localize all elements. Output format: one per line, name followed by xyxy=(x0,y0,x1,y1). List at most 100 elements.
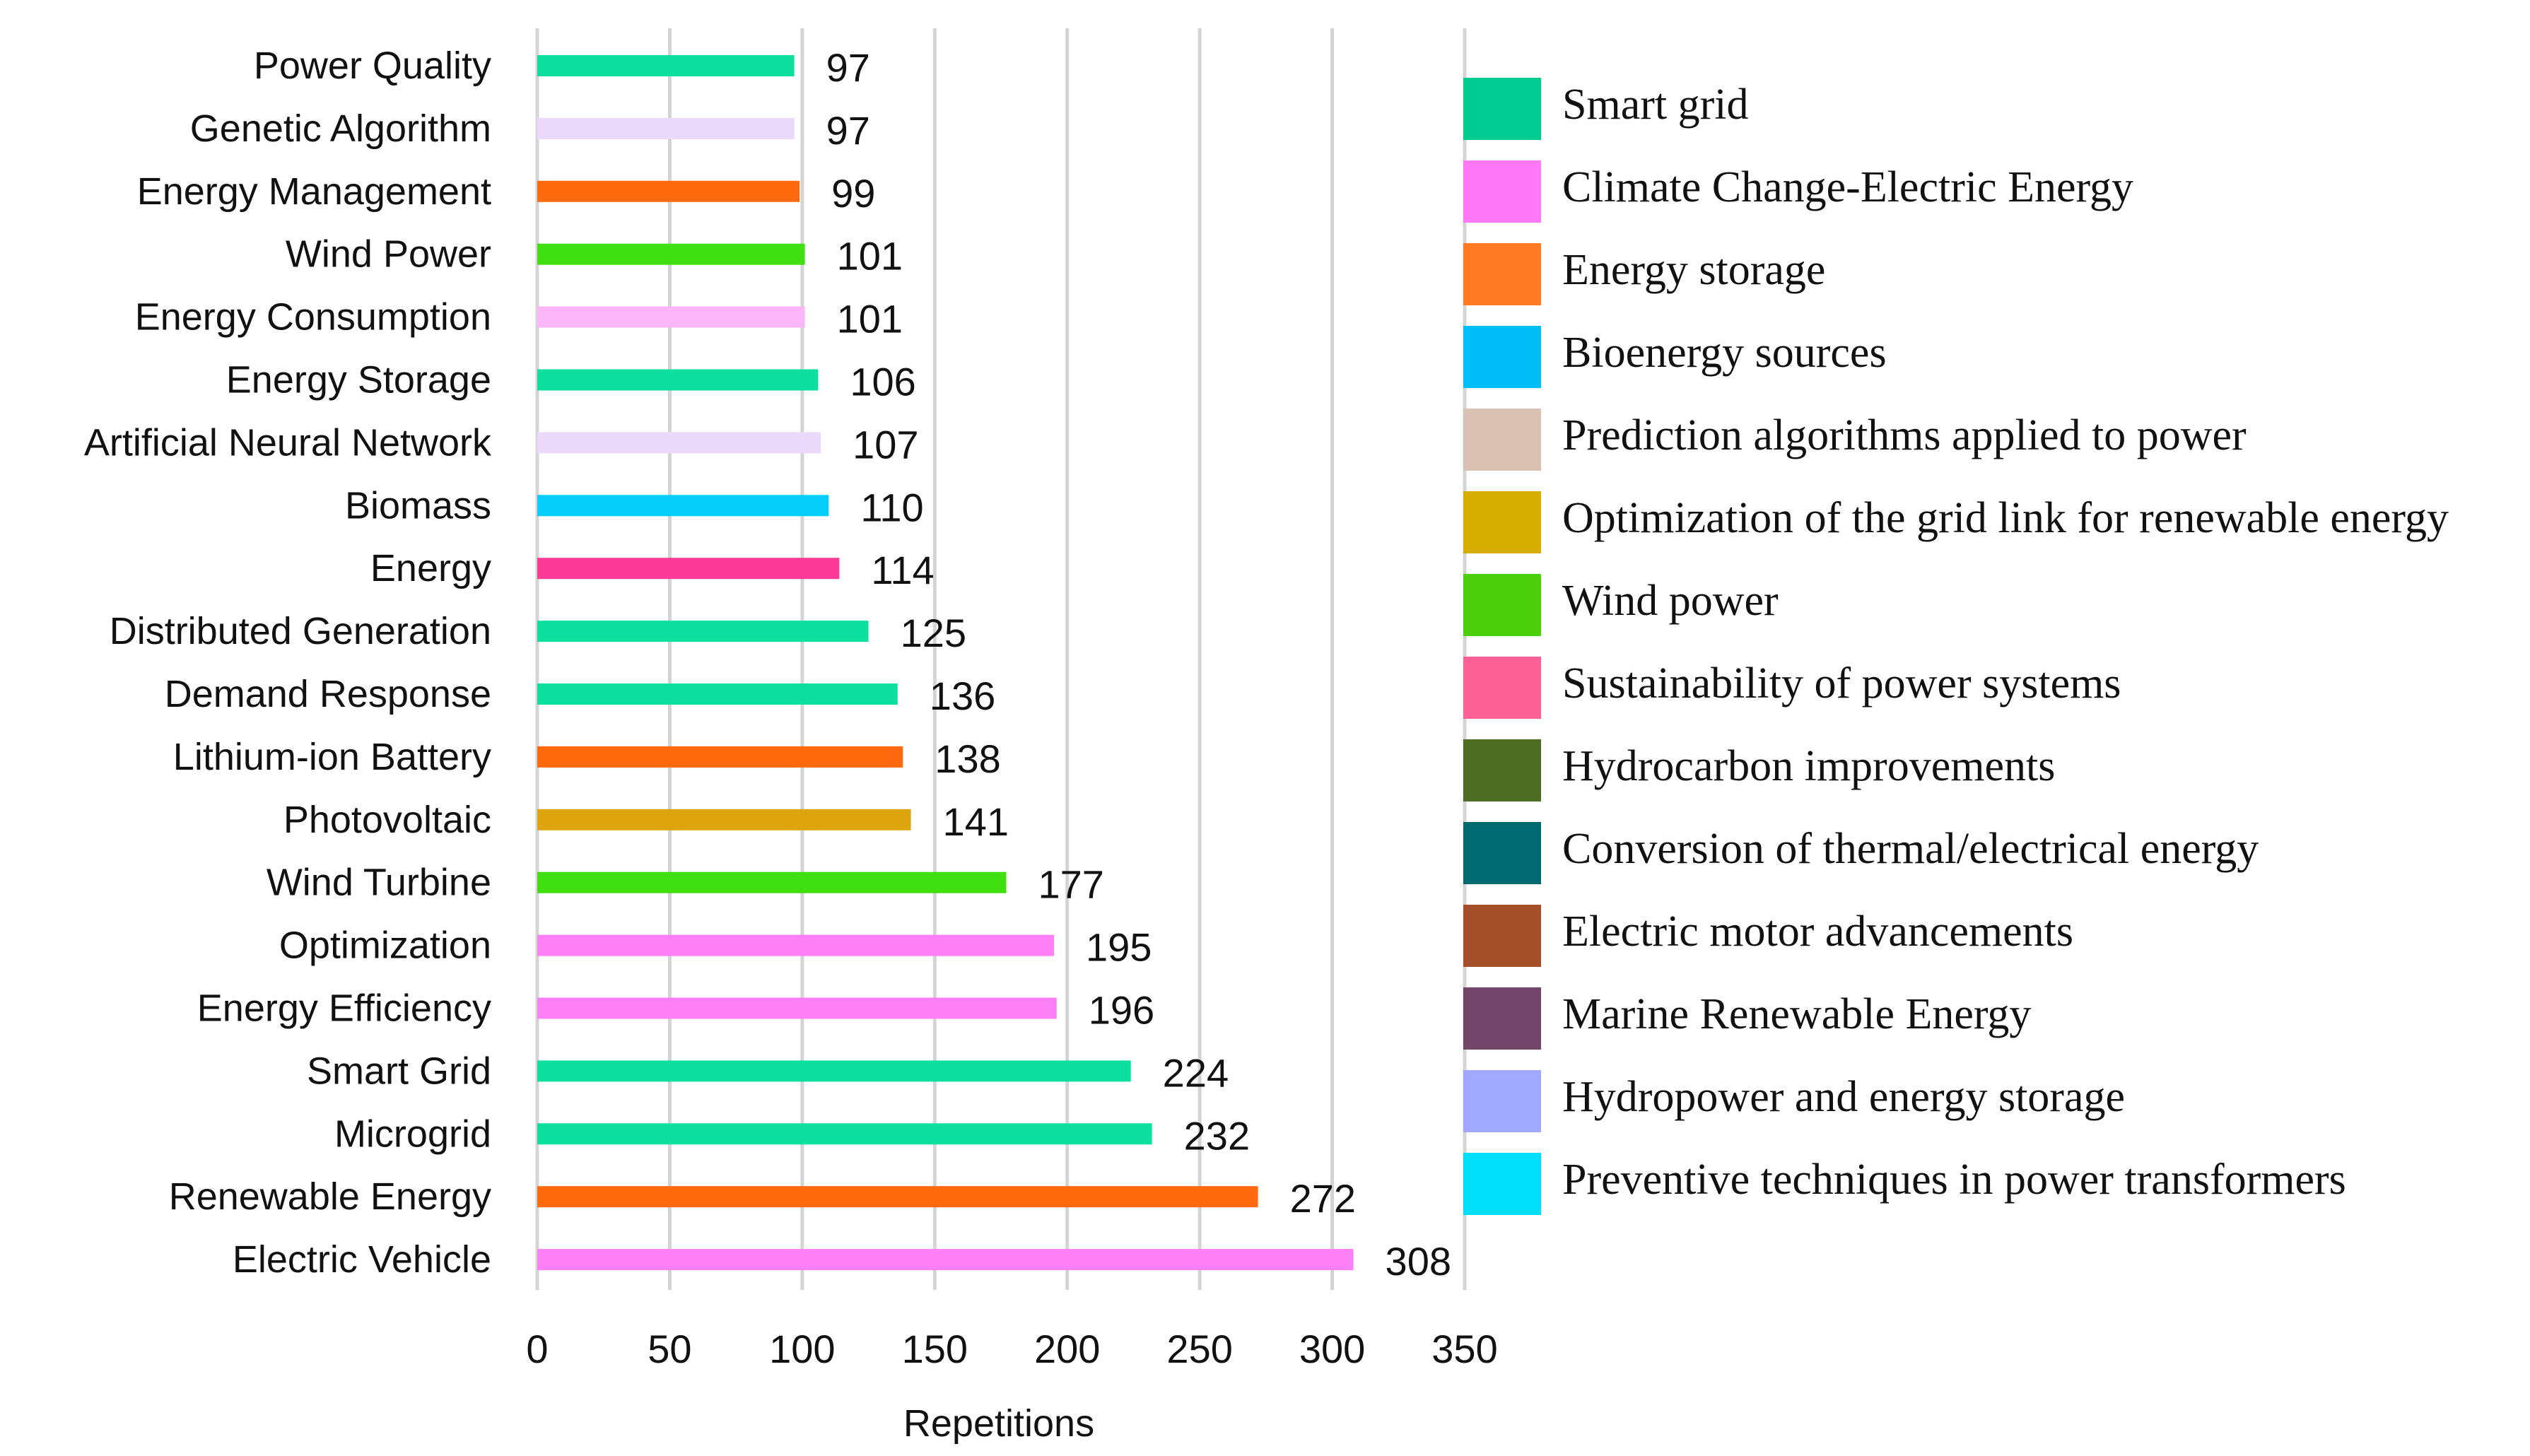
category-label: Biomass xyxy=(345,484,491,527)
legend-item: Smart grid xyxy=(1463,78,1748,140)
bar xyxy=(537,432,821,454)
gridlines xyxy=(535,28,1467,1290)
value-label: 177 xyxy=(1038,862,1103,907)
x-tick-label: 0 xyxy=(526,1327,548,1371)
legend-label: Energy storage xyxy=(1562,246,1825,294)
legend-label: Conversion of thermal/electrical energy xyxy=(1562,825,2259,873)
category-label: Energy Management xyxy=(137,170,491,213)
legend-swatch xyxy=(1463,409,1541,471)
legend-item: Prediction algorithms applied to power xyxy=(1463,409,2247,471)
value-label: 308 xyxy=(1386,1239,1451,1284)
legend-label: Smart grid xyxy=(1562,81,1748,129)
legend-item: Electric motor advancements xyxy=(1463,905,2073,967)
category-label: Demand Response xyxy=(165,673,491,715)
legend-swatch xyxy=(1463,1153,1541,1215)
legend-item: Climate Change-Electric Energy xyxy=(1463,160,2133,223)
value-label: 106 xyxy=(850,360,915,404)
value-label: 232 xyxy=(1184,1113,1250,1158)
legend-swatch xyxy=(1463,243,1541,305)
bars xyxy=(537,55,1354,1271)
bar xyxy=(537,621,869,642)
legend-item: Bioenergy sources xyxy=(1463,326,1887,388)
legend-swatch xyxy=(1463,1070,1541,1132)
value-label: 141 xyxy=(943,799,1009,844)
category-label: Electric Vehicle xyxy=(233,1238,491,1281)
category-label: Energy Consumption xyxy=(135,296,491,339)
legend-swatch xyxy=(1463,739,1541,802)
legend-swatch xyxy=(1463,822,1541,884)
bar xyxy=(537,369,819,391)
x-tick-label: 250 xyxy=(1166,1327,1232,1371)
category-label: Lithium-ion Battery xyxy=(173,736,491,778)
category-label: Wind Turbine xyxy=(267,862,491,904)
bar xyxy=(537,997,1057,1019)
bar xyxy=(537,683,898,705)
x-tick-label: 200 xyxy=(1034,1327,1100,1371)
category-label: Optimization xyxy=(279,924,491,967)
legend-swatch xyxy=(1463,491,1541,553)
bar xyxy=(537,495,829,517)
category-label: Microgrid xyxy=(334,1112,491,1155)
bar xyxy=(537,558,840,580)
bar xyxy=(537,1123,1152,1145)
legend-label: Prediction algorithms applied to power xyxy=(1562,411,2247,459)
value-label: 224 xyxy=(1163,1050,1229,1095)
legend-item: Hydropower and energy storage xyxy=(1463,1070,2125,1132)
value-label: 107 xyxy=(853,422,918,466)
bar xyxy=(537,934,1054,956)
category-label: Renewable Energy xyxy=(169,1175,491,1218)
x-axis-title: Repetitions xyxy=(903,1402,1094,1445)
legend-item: Conversion of thermal/electrical energy xyxy=(1463,822,2259,884)
legend-label: Hydropower and energy storage xyxy=(1562,1073,2125,1121)
bar xyxy=(537,871,1007,893)
category-label: Wind Power xyxy=(286,233,491,276)
legend-item: Marine Renewable Energy xyxy=(1463,987,2031,1050)
bar xyxy=(537,746,903,768)
bar xyxy=(537,55,795,76)
legend-label: Marine Renewable Energy xyxy=(1562,990,2031,1038)
category-label: Distributed Generation xyxy=(110,610,491,652)
bar xyxy=(537,1249,1354,1271)
legend-item: Sustainability of power systems xyxy=(1463,657,2121,719)
legend-item: Hydrocarbon improvements xyxy=(1463,739,2055,802)
value-label: 138 xyxy=(935,736,1000,781)
category-label: Power Quality xyxy=(254,45,491,87)
category-label: Smart Grid xyxy=(307,1050,491,1092)
category-label: Energy Efficiency xyxy=(197,987,491,1030)
legend-label: Electric motor advancements xyxy=(1562,908,2073,956)
value-label: 114 xyxy=(871,548,934,592)
legend-label: Optimization of the grid link for renewa… xyxy=(1562,494,2449,542)
bar xyxy=(537,809,911,830)
value-label: 272 xyxy=(1290,1176,1356,1221)
legend-item: Wind power xyxy=(1463,574,1779,636)
category-label: Energy xyxy=(370,547,491,589)
legend-label: Preventive techniques in power transform… xyxy=(1562,1156,2346,1204)
value-label: 97 xyxy=(826,108,870,153)
legend-swatch xyxy=(1463,78,1541,140)
bar xyxy=(537,1060,1131,1082)
legend: Smart grid Climate Change-Electric Energy… xyxy=(1463,78,2449,1215)
legend-label: Bioenergy sources xyxy=(1562,329,1887,377)
value-label: 101 xyxy=(837,297,903,341)
x-axis-ticks: 0 50 100 150 200 250 300 350 xyxy=(526,1327,1497,1371)
category-label: Photovoltaic xyxy=(283,799,491,841)
bar xyxy=(537,306,805,328)
value-label: 136 xyxy=(930,674,995,718)
bar xyxy=(537,243,805,265)
legend-swatch xyxy=(1463,574,1541,636)
legend-item: Preventive techniques in power transform… xyxy=(1463,1153,2346,1215)
legend-label: Climate Change-Electric Energy xyxy=(1562,163,2133,211)
bar xyxy=(537,180,800,202)
legend-swatch xyxy=(1463,326,1541,388)
category-label: Genetic Algorithm xyxy=(190,107,491,150)
category-label: Energy Storage xyxy=(226,359,491,401)
value-label: 125 xyxy=(901,611,966,655)
legend-swatch xyxy=(1463,657,1541,719)
value-label: 196 xyxy=(1089,988,1154,1033)
category-labels: Power Quality Genetic Algorithm Energy Man… xyxy=(84,45,492,1281)
category-label: Artificial Neural Network xyxy=(84,421,492,464)
legend-item: Optimization of the grid link for renewa… xyxy=(1463,491,2449,553)
value-label: 101 xyxy=(837,234,903,278)
legend-item: Energy storage xyxy=(1463,243,1825,305)
bar xyxy=(537,1186,1258,1208)
